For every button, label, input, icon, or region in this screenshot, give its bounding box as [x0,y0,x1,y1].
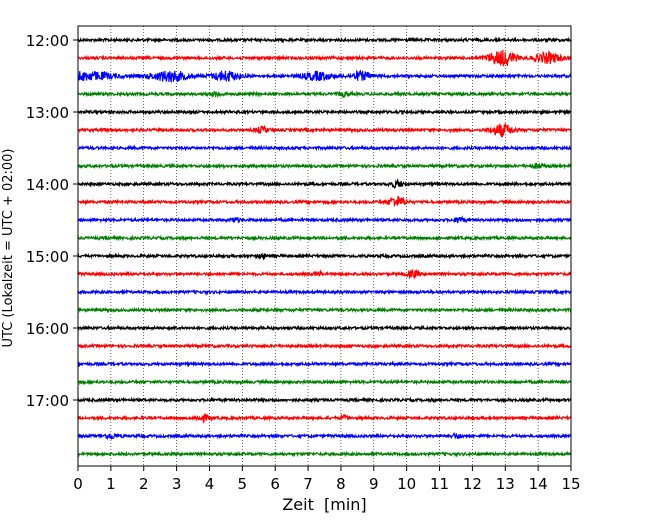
trace-line [77,252,572,261]
trace-line [77,108,572,116]
y-tick-label: 15:00 [26,248,69,266]
trace-line [77,36,572,44]
trace-line [77,178,572,189]
y-tick-label: 17:00 [26,392,69,410]
x-tick-label: 3 [172,475,182,493]
y-axis-label: UTC (Lokalzeit = UTC + 02:00) [1,149,16,348]
x-axis-ticks: 0 1 2 3 4 5 6 7 8 9 10 11 12 13 14 15 [73,466,581,493]
trace-line [77,413,572,424]
x-tick-label: 9 [369,475,379,493]
vertical-gridlines [110,26,539,466]
trace-line [77,215,572,224]
y-tick-label: 13:00 [26,104,69,122]
x-tick-label: 12 [463,475,482,493]
x-tick-label: 8 [336,475,346,493]
trace-line [77,49,572,67]
x-tick-label: 7 [303,475,313,493]
x-tick-label: 6 [270,475,280,493]
trace-line [77,431,572,441]
y-tick-label: 12:00 [26,32,69,50]
x-tick-label: 0 [73,475,83,493]
seismogram-traces [77,36,572,458]
trace-line [77,450,572,458]
trace-line [77,306,572,314]
trace-line [77,268,572,280]
x-tick-label: 14 [529,475,548,493]
trace-line [77,378,572,386]
x-axis-label: Zeit [min] [282,495,366,514]
x-tick-label: 11 [430,475,449,493]
x-tick-label: 15 [561,475,580,493]
x-tick-label: 10 [397,475,416,493]
x-tick-label: 1 [106,475,116,493]
plot-area-frame [77,25,572,467]
y-tick-label: 16:00 [26,320,69,338]
trace-line [77,196,572,207]
trace-line [77,69,572,84]
x-tick-label: 4 [205,475,215,493]
x-tick-label: 5 [238,475,248,493]
x-tick-label: 13 [496,475,515,493]
y-axis-ticks: 12:00 13:00 14:00 15:00 16:00 17:00 [26,32,78,410]
trace-line [77,324,572,332]
trace-line [77,396,572,404]
trace-line [77,123,572,138]
trace-line [77,234,572,242]
trace-line [77,144,572,152]
trace-line [77,342,572,350]
trace-line [77,90,572,99]
y-tick-label: 14:00 [26,176,69,194]
trace-line [77,360,572,368]
x-tick-label: 2 [139,475,149,493]
trace-line [77,162,572,170]
trace-line [77,288,572,296]
